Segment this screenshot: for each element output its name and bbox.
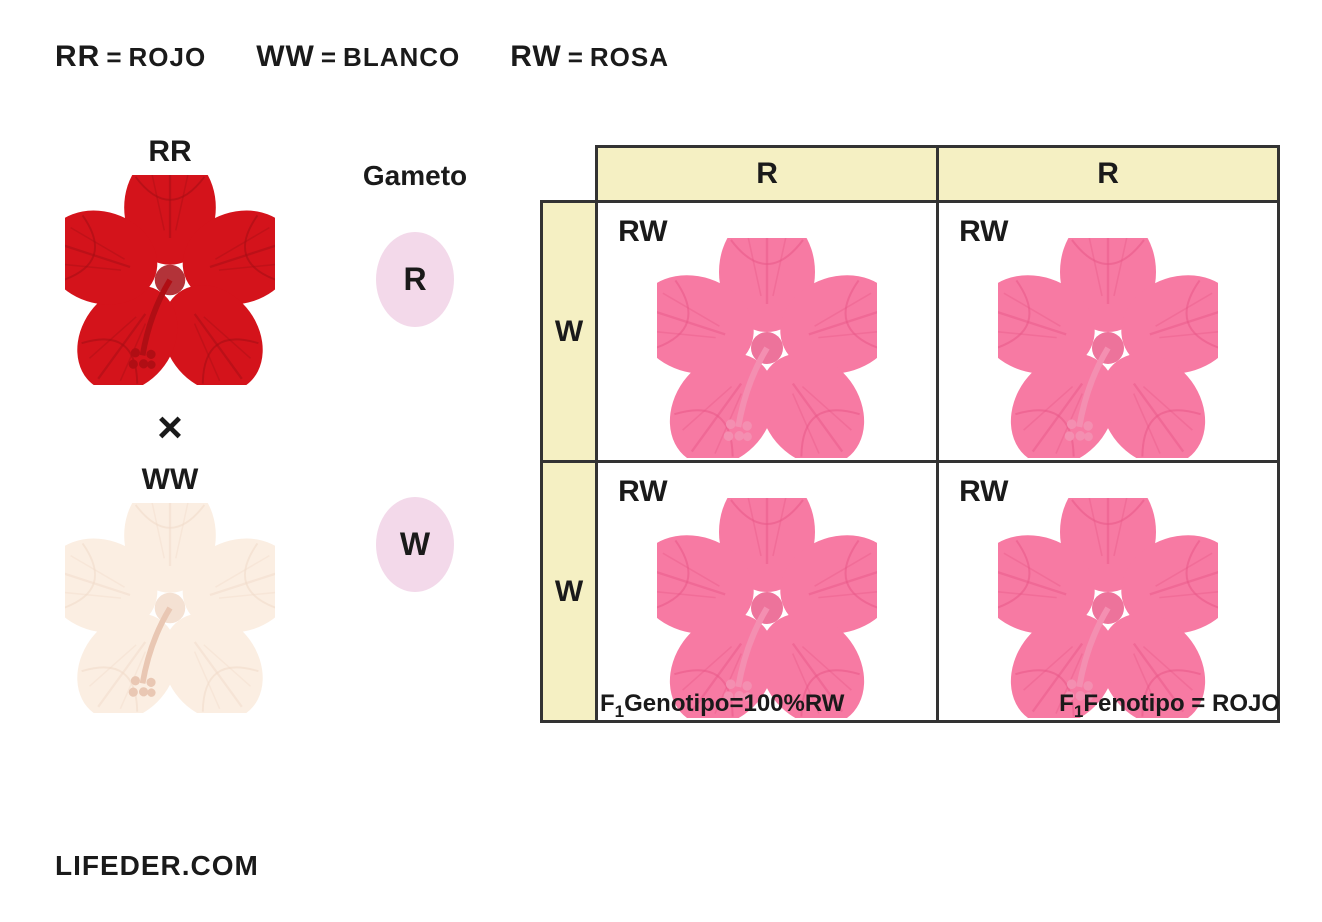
legend-equals: = xyxy=(106,42,122,73)
punnett-table: R R W RW xyxy=(540,145,1280,723)
result-sub: 1 xyxy=(615,702,624,721)
result-genotype-value: 100%RW xyxy=(743,690,844,717)
legend-equals: = xyxy=(568,42,584,73)
punnett-row-header: W xyxy=(542,462,597,722)
parent-2-genotype: WW xyxy=(142,463,199,497)
gamete-w-label: W xyxy=(400,526,430,563)
result-sub: 1 xyxy=(1074,702,1083,721)
watermark-source: LIFEDER.COM xyxy=(55,850,259,882)
parent-1-flower-red xyxy=(65,175,275,385)
parent-1-genotype: RR xyxy=(148,135,191,169)
result-f: F xyxy=(600,690,615,717)
punnett-corner xyxy=(542,147,597,202)
cross-symbol: × xyxy=(157,403,183,453)
legend-genotype: RR xyxy=(55,40,100,74)
gamete-r-label: R xyxy=(403,261,426,298)
legend-genotype: RW xyxy=(510,40,561,74)
punnett-cell: RW xyxy=(597,462,938,722)
legend-equals: = xyxy=(321,42,337,73)
legend-row: RR = ROJO WW = BLANCO RW = ROSA xyxy=(55,40,669,74)
result-phenotype-label: Fenotipo = xyxy=(1083,690,1212,717)
cell-flower-pink xyxy=(657,238,877,458)
punnett-cell: RW xyxy=(938,202,1279,462)
parents-column: RR xyxy=(45,135,295,713)
results-row: F1Genotipo=100%RW F1Fenotipo = ROJO xyxy=(600,690,1280,722)
legend-item-ww: WW = BLANCO xyxy=(256,40,460,74)
legend-item-rw: RW = ROSA xyxy=(510,40,669,74)
legend-phenotype: ROSA xyxy=(590,42,669,73)
gamete-r-icon: R xyxy=(376,232,454,327)
punnett-col-header: R xyxy=(938,147,1279,202)
parent-2-flower-white xyxy=(65,503,275,713)
gamete-w-icon: W xyxy=(376,497,454,592)
cell-flower-pink xyxy=(657,498,877,718)
result-f: F xyxy=(1059,690,1074,717)
punnett-square: R R W RW xyxy=(540,145,1280,723)
result-genotype: F1Genotipo=100%RW xyxy=(600,690,844,722)
cell-flower-pink xyxy=(998,238,1218,458)
gamete-column: Gameto R W xyxy=(330,160,500,592)
legend-phenotype: BLANCO xyxy=(343,42,460,73)
punnett-row-header: W xyxy=(542,202,597,462)
cell-flower-pink xyxy=(998,498,1218,718)
gamete-title: Gameto xyxy=(363,160,467,192)
result-phenotype-value: ROJO xyxy=(1212,690,1280,717)
punnett-col-header: R xyxy=(597,147,938,202)
result-phenotype: F1Fenotipo = ROJO xyxy=(1059,690,1280,722)
legend-item-rr: RR = ROJO xyxy=(55,40,206,74)
punnett-cell: RW xyxy=(597,202,938,462)
legend-genotype: WW xyxy=(256,40,315,74)
result-genotype-label: Genotipo= xyxy=(624,690,743,717)
punnett-cell: RW xyxy=(938,462,1279,722)
legend-phenotype: ROJO xyxy=(129,42,207,73)
